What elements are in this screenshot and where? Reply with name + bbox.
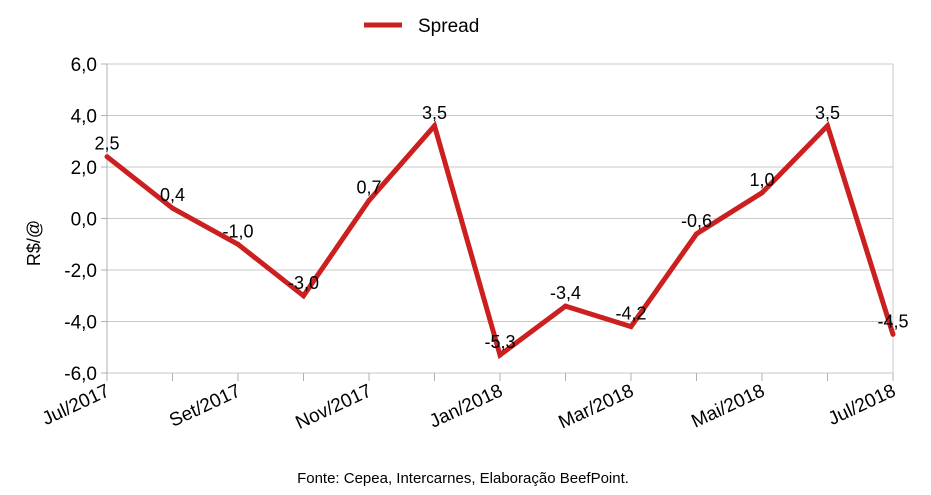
data-point [104, 154, 110, 160]
data-label: -4,2 [615, 304, 646, 324]
data-point [694, 231, 699, 237]
source-note: Fonte: Cepea, Intercarnes, Elaboração Be… [297, 470, 629, 487]
x-tick-label: Jul/2017 [39, 380, 113, 429]
data-label: -3,4 [550, 283, 581, 303]
data-label: 0,4 [160, 185, 185, 205]
x-tick-label: Nov/2017 [293, 380, 376, 433]
data-labels: 2,5 0,4 -1,0 -3,0 0,7 3,5 -5,3 -3,4 -4,2 -0,6 1,0 3… [94, 103, 908, 352]
x-tick-label: Jul/2018 [825, 380, 899, 429]
grid-lines [107, 63, 894, 374]
y-tick-label: -4,0 [64, 313, 97, 334]
x-tick-label: Set/2017 [166, 380, 244, 431]
y-axis: -6,0 -4,0 -2,0 0,0 2,0 4,0 6,0 [64, 55, 108, 385]
data-label: 1,0 [749, 170, 774, 190]
data-point [366, 197, 372, 203]
data-point [628, 324, 634, 330]
data-point [170, 205, 175, 211]
data-label: -4,5 [877, 311, 908, 331]
y-axis-title: R$/@ [24, 220, 44, 266]
data-label: -3,0 [288, 273, 319, 293]
y-tick-label: -6,0 [64, 364, 97, 385]
data-point [301, 293, 306, 299]
y-tick-label: -2,0 [64, 261, 97, 282]
series-group [104, 120, 896, 360]
y-tick-label: 4,0 [71, 107, 97, 128]
data-label: -1,0 [222, 221, 253, 241]
data-point [432, 123, 437, 129]
data-label: -5,3 [484, 332, 515, 352]
data-label: 3,5 [422, 103, 447, 123]
x-axis: Jul/2017 Set/2017 Nov/2017 Jan/2018 Mar/2018… [39, 373, 899, 434]
data-point [563, 303, 568, 309]
x-tick-label: Jan/2018 [426, 380, 506, 432]
data-point [235, 241, 241, 247]
data-label: 2,5 [94, 134, 119, 154]
legend: Spread [364, 16, 479, 37]
data-point [890, 331, 896, 337]
legend-label: Spread [418, 16, 479, 37]
data-point [825, 123, 830, 129]
data-label: 0,7 [356, 177, 381, 197]
data-point [759, 190, 765, 196]
x-tick-label: Mar/2018 [555, 380, 637, 433]
data-point [497, 352, 503, 358]
data-label: -0,6 [681, 211, 712, 231]
x-tick-label: Mai/2018 [688, 380, 768, 432]
y-tick-label: 6,0 [71, 55, 97, 76]
data-label: 3,5 [815, 103, 840, 123]
y-tick-label: 0,0 [71, 210, 97, 231]
y-tick-label: 2,0 [71, 158, 97, 179]
